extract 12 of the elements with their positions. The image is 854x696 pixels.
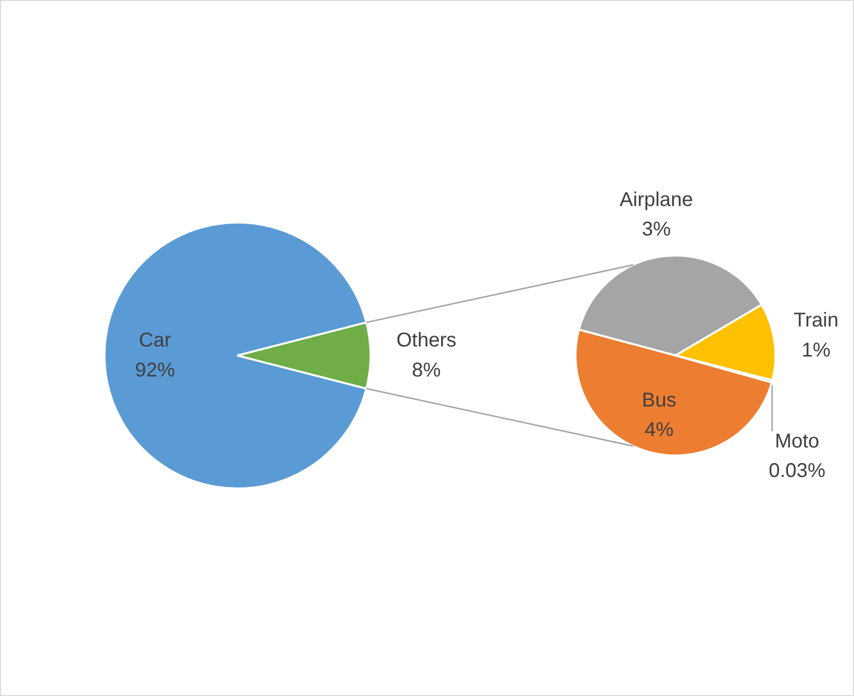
data-label: 3%	[642, 218, 672, 241]
data-label: 4%	[644, 419, 674, 442]
slice-label: Bus	[642, 389, 676, 412]
data-label: 92%	[135, 359, 176, 382]
data-label: 0.03%	[768, 460, 826, 482]
slice-label: Airplane	[620, 188, 694, 211]
slice-label: Others	[396, 330, 456, 352]
data-label: 1%	[802, 339, 831, 362]
slice-label: Train	[794, 310, 839, 332]
slice-label: Moto	[774, 430, 820, 453]
slice-label: Car	[138, 330, 172, 352]
data-label: 8%	[412, 359, 442, 382]
